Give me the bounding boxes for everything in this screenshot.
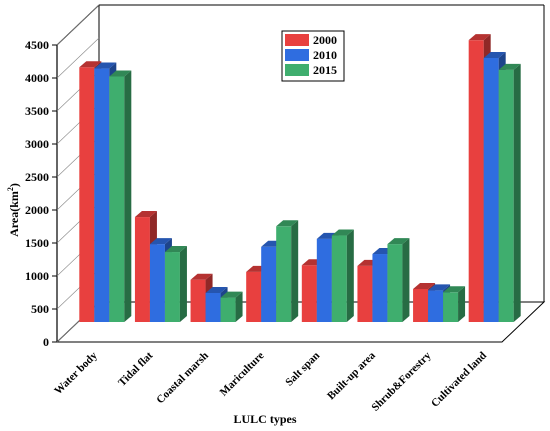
y-tick-label: 2500 [25,170,49,184]
bar-top [94,62,117,69]
y-tick-label: 4000 [25,71,49,85]
bar-2015 [387,238,410,322]
bar-2015 [498,63,521,322]
x-tick-label: Water body [52,349,100,397]
bar-top [190,273,213,280]
bar-top [468,34,491,41]
bar-front [205,292,221,322]
bar-front [261,246,277,322]
bar-front [483,58,499,322]
bar-front [301,265,317,322]
x-tick-label: Tidal flat [116,349,155,388]
y-tick-label: 1000 [25,269,49,283]
y-tick-label: 2000 [25,203,49,217]
bar-front [357,265,373,322]
bar-top [387,238,410,245]
x-tick-label: Shrub&Forestry [369,349,433,413]
bar-front [79,67,95,323]
x-tick-label: Salt span [283,350,322,389]
bar-side [291,220,299,322]
bar-top [220,291,243,298]
bar-side [346,229,354,322]
bars-group [79,34,521,323]
y-tick-label: 0 [43,335,49,349]
bar-front [316,238,332,322]
bar-front [468,40,484,323]
bar-top [483,52,506,58]
bar-top [205,286,228,293]
legend-label: 2015 [313,63,337,77]
y-tick-label: 4500 [25,38,49,52]
legend-label: 2010 [313,48,337,62]
bar-front [387,244,403,322]
bar-2015 [276,220,299,322]
bar-top [428,284,451,291]
legend-swatch [285,64,309,76]
bar-front [276,226,292,322]
bar-front [443,292,459,322]
bar-side [235,291,243,322]
bar-front [109,76,125,322]
y-gridline-side [56,37,100,79]
bar-top [79,61,102,68]
bar-top [109,70,132,77]
bar-top [413,283,436,289]
bar-front [246,271,262,322]
x-tick-label: Cultivated land [429,350,489,410]
bar-front [498,69,514,322]
bar-front [220,297,236,322]
bar-top [149,238,172,245]
y-tick-label: 3500 [25,104,49,118]
bar-front [372,254,388,322]
x-axis-title: LULC types [233,412,296,426]
x-tick-label: Mariculture [218,350,267,399]
bar-top [498,63,521,70]
legend-swatch [285,49,309,61]
y-tick-label: 3000 [25,137,49,151]
bar-side [458,286,466,322]
y-tick-label: 500 [31,302,49,316]
bar-2015 [164,246,187,322]
y-axis-title: Area(km2) [6,183,21,237]
bar-front [331,235,347,322]
bar-front [428,290,444,322]
bar-2015 [220,291,243,322]
bar-top [443,286,466,293]
bar-2015 [331,229,354,322]
bar-top [164,246,187,253]
bar-2015 [443,286,466,322]
bar-side [124,70,132,322]
bar-side [513,63,521,322]
bar-front [134,217,150,322]
y-tick-label: 1500 [25,236,49,250]
x-tick-label: Built-up area [325,349,378,402]
bar-front [413,289,429,322]
x-tick-label: Coastal marsh [154,350,211,407]
bar-side [402,238,410,322]
bar-front [94,68,110,322]
bar-top [331,229,354,236]
y-axis: 0 500 1000 1500 2000 2500 3000 3500 4000 4500 [25,4,100,349]
bar-front [149,244,165,322]
bar-front [164,252,180,322]
bar-front [190,279,206,322]
legend-swatch [285,34,309,46]
bar-top [134,211,157,218]
bar-top [276,220,299,227]
y-gridline-side [56,4,100,46]
bar-side [179,246,187,322]
bar-2015 [109,70,132,322]
legend-label: 2000 [313,33,337,47]
